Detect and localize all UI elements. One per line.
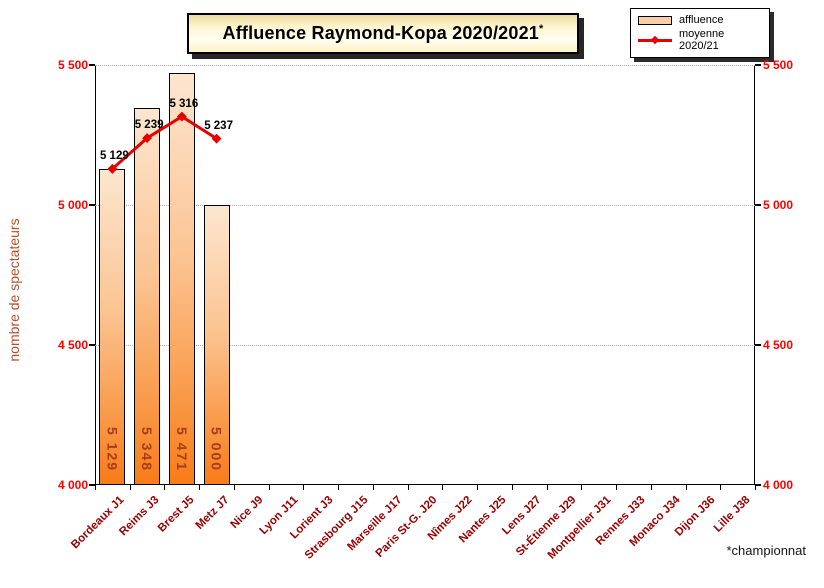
y-axis-tick (755, 484, 761, 486)
line-point-marker (176, 111, 187, 122)
x-axis-tick (372, 485, 374, 490)
line-point-label: 5 239 (134, 119, 164, 132)
line-point-label: 5 237 (204, 119, 233, 132)
y-axis-tick (89, 204, 95, 206)
gridline (95, 345, 755, 346)
x-axis-tick (650, 485, 652, 490)
bar-value-label: 5 471 (173, 426, 190, 472)
x-axis-tick (407, 485, 409, 490)
x-axis-tick (685, 485, 687, 490)
y-axis-tick (89, 64, 95, 66)
y-axis-title: nombre de spectateurs (6, 218, 22, 362)
bar-value-label: 5 348 (139, 426, 156, 472)
y-tick-label-right: 4 500 (763, 338, 794, 352)
x-axis-tick (616, 485, 618, 490)
line-point-marker (142, 133, 153, 144)
line-point-label: 5 316 (169, 97, 199, 110)
x-axis-tick (303, 485, 305, 490)
x-axis-tick (338, 485, 340, 490)
gridline (95, 205, 755, 206)
x-axis-tick (546, 485, 548, 490)
bar: 5 348 (134, 107, 161, 485)
chart-title: Affluence Raymond-Kopa 2020/2021* (222, 23, 544, 43)
x-axis-tick (199, 485, 201, 490)
x-axis-tick (581, 485, 583, 490)
y-tick-label-right: 5 000 (763, 198, 794, 212)
x-axis-tick (511, 485, 513, 490)
y-tick-label-left: 5 000 (57, 198, 88, 212)
bar-value-label: 5 129 (104, 426, 121, 472)
bar-swatch-icon (638, 15, 672, 25)
line-point-label: 5 129 (99, 149, 129, 162)
chart-title-box: Affluence Raymond-Kopa 2020/2021* (187, 13, 579, 54)
x-axis-tick (477, 485, 479, 490)
legend-item-affluence: affluence (638, 14, 762, 26)
x-axis-tick (268, 485, 270, 490)
line-point-marker (211, 133, 222, 144)
bar: 5 000 (203, 205, 230, 485)
footnote: *championnat (726, 543, 807, 558)
bar: 5 129 (99, 168, 126, 485)
y-tick-label-right: 5 500 (763, 58, 794, 72)
x-axis-tick (95, 485, 96, 490)
y-tick-label-left: 5 500 (57, 58, 88, 72)
chart-title-asterisk: * (539, 23, 544, 35)
bar: 5 471 (168, 73, 195, 485)
plot-area (95, 65, 755, 485)
line-series-svg (107, 111, 222, 174)
moyenne-line (111, 114, 218, 171)
x-axis-tick (720, 485, 722, 490)
gridline (95, 65, 755, 66)
x-axis-tick (129, 485, 131, 490)
legend-item-label: affluence (679, 14, 724, 26)
y-tick-label-left: 4 500 (57, 338, 88, 352)
bar-value-label: 5 000 (208, 426, 225, 472)
x-axis-tick (164, 485, 166, 490)
y-axis-tick (89, 484, 95, 486)
y-tick-label-right: 4 000 (763, 478, 794, 492)
y-axis-tick (89, 344, 95, 346)
y-axis-tick (755, 344, 761, 346)
x-axis-tick (755, 485, 756, 490)
y-axis-tick (755, 204, 761, 206)
legend-item-label: moyenne 2020/21 (679, 28, 725, 52)
y-tick-label-left: 4 000 (57, 478, 88, 492)
x-axis-tick (442, 485, 444, 490)
legend: affluence moyenne 2020/21 (630, 8, 770, 58)
x-axis-tick (233, 485, 235, 490)
legend-item-moyenne: moyenne 2020/21 (638, 28, 762, 52)
line-marker-icon (638, 35, 672, 45)
y-axis-tick (755, 64, 761, 66)
